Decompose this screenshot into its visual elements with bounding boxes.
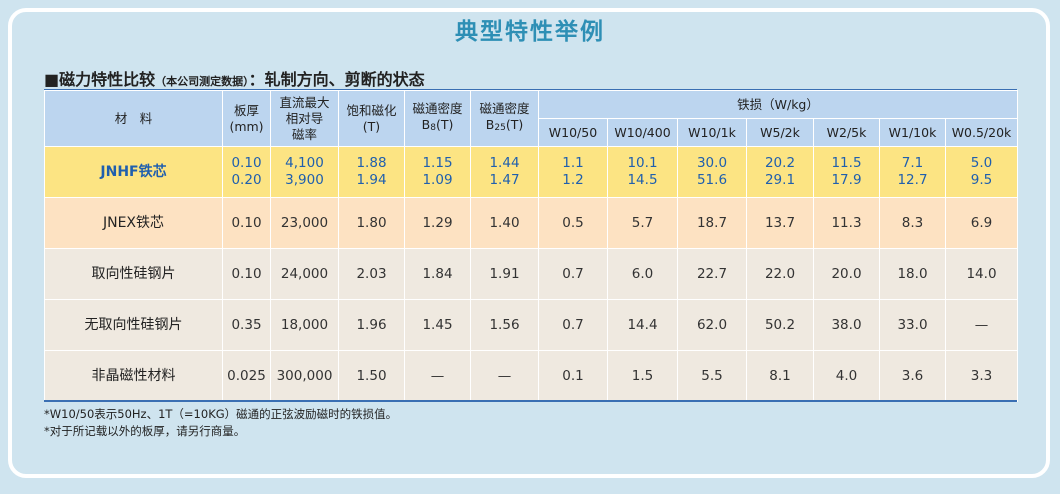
page-title: 典型特性举例 <box>455 19 605 45</box>
cell-permeability: 18,000 <box>270 299 339 351</box>
cell-loss: 22.0 <box>746 248 814 300</box>
row-name: 取向性硅钢片 <box>44 248 223 300</box>
row-name: JNEX铁芯 <box>44 197 223 249</box>
cell-loss: 13.7 <box>746 197 814 249</box>
row-name: 非晶磁性材料 <box>44 350 223 402</box>
cell-b8: — <box>404 350 471 402</box>
footnote: *W10/50表示50Hz、1T（=10KG）磁通的正弦波励磁时的铁损值。 <box>44 407 398 421</box>
header-saturation: 饱和磁化 (T) <box>338 90 405 147</box>
cell-b25: 1.56 <box>470 299 539 351</box>
cell-loss: 0.7 <box>538 248 608 300</box>
cell-permeability: 4,100 3,900 <box>270 146 339 198</box>
header-w5-2k: W5/2k <box>746 118 814 147</box>
footnote: *对于所记载以外的板厚，请另行商量。 <box>44 424 246 438</box>
row-name: JNHF铁芯 <box>44 146 223 198</box>
cell-loss: 8.1 <box>746 350 814 402</box>
cell-b25: — <box>470 350 539 402</box>
rounded-frame <box>8 8 1050 478</box>
header-b25: 磁通密度 B25(T) <box>470 90 539 147</box>
cell-saturation: 2.03 <box>338 248 405 300</box>
cell-b8: 1.29 <box>404 197 471 249</box>
cell-loss: 6.9 <box>945 197 1018 249</box>
cell-loss: 3.6 <box>879 350 946 402</box>
header-w2-5k: W2/5k <box>813 118 880 147</box>
header-w10-50: W10/50 <box>538 118 608 147</box>
cell-loss: 0.7 <box>538 299 608 351</box>
cell-loss: 30.0 51.6 <box>677 146 747 198</box>
cell-loss: 7.1 12.7 <box>879 146 946 198</box>
caption-suffix: ：轧制方向、剪断的状态 <box>248 70 425 89</box>
cell-loss: 62.0 <box>677 299 747 351</box>
cell-loss: 20.0 <box>813 248 880 300</box>
cell-loss: 0.5 <box>538 197 608 249</box>
cell-loss: 18.0 <box>879 248 946 300</box>
cell-saturation: 1.50 <box>338 350 405 402</box>
cell-loss: 6.0 <box>607 248 678 300</box>
footnotes: *W10/50表示50Hz、1T（=10KG）磁通的正弦波励磁时的铁损值。 *对… <box>44 406 397 440</box>
table-caption: ■磁力特性比较（本公司测定数据）：轧制方向、剪断的状态 <box>44 66 425 90</box>
cell-loss: 14.4 <box>607 299 678 351</box>
cell-b25: 1.44 1.47 <box>470 146 539 198</box>
cell-loss: 38.0 <box>813 299 880 351</box>
header-w10-400: W10/400 <box>607 118 678 147</box>
table-row-non-oriented: 无取向性硅钢片 0.35 18,000 1.96 1.45 1.56 0.7 1… <box>44 299 1018 351</box>
cell-loss: 4.0 <box>813 350 880 402</box>
header-w1-10k: W1/10k <box>879 118 946 147</box>
cell-loss: 20.2 29.1 <box>746 146 814 198</box>
frame-title-gap <box>372 14 712 34</box>
cell-thickness: 0.10 <box>222 197 271 249</box>
cell-loss: 14.0 <box>945 248 1018 300</box>
cell-b8: 1.15 1.09 <box>404 146 471 198</box>
cell-thickness: 0.10 0.20 <box>222 146 271 198</box>
header-b8: 磁通密度 B8(T) <box>404 90 471 147</box>
header-w05-20k: W0.5/20k <box>945 118 1018 147</box>
cell-b25: 1.40 <box>470 197 539 249</box>
header-w10-1k: W10/1k <box>677 118 747 147</box>
cell-b8: 1.45 <box>404 299 471 351</box>
cell-loss: 11.5 17.9 <box>813 146 880 198</box>
cell-loss: 1.1 1.2 <box>538 146 608 198</box>
cell-thickness: 0.35 <box>222 299 271 351</box>
cell-loss: 8.3 <box>879 197 946 249</box>
cell-loss: 5.7 <box>607 197 678 249</box>
cell-loss: 5.5 <box>677 350 747 402</box>
cell-b25: 1.91 <box>470 248 539 300</box>
cell-loss: 11.3 <box>813 197 880 249</box>
cell-saturation: 1.88 1.94 <box>338 146 405 198</box>
caption-bullet: ■ <box>44 70 60 89</box>
cell-thickness: 0.025 <box>222 350 271 402</box>
cell-thickness: 0.10 <box>222 248 271 300</box>
cell-loss: 50.2 <box>746 299 814 351</box>
row-name: 无取向性硅钢片 <box>44 299 223 351</box>
cell-permeability: 24,000 <box>270 248 339 300</box>
cell-loss: 18.7 <box>677 197 747 249</box>
cell-loss: 0.1 <box>538 350 608 402</box>
cell-saturation: 1.96 <box>338 299 405 351</box>
cell-permeability: 300,000 <box>270 350 339 402</box>
table-row-amorphous: 非晶磁性材料 0.025 300,000 1.50 — — 0.1 1.5 5.… <box>44 350 1018 402</box>
cell-saturation: 1.80 <box>338 197 405 249</box>
cell-loss: 3.3 <box>945 350 1018 402</box>
header-thickness: 板厚 (mm) <box>222 90 271 147</box>
header-permeability: 直流最大 相对导 磁率 <box>270 90 339 147</box>
cell-loss: 5.0 9.5 <box>945 146 1018 198</box>
cell-loss: 10.1 14.5 <box>607 146 678 198</box>
cell-loss: 1.5 <box>607 350 678 402</box>
header-iron-loss: 铁损（W/kg） <box>538 90 1018 119</box>
table-row-jnex: JNEX铁芯 0.10 23,000 1.80 1.29 1.40 0.5 5.… <box>44 197 1018 249</box>
header-material: 材 料 <box>44 90 223 147</box>
cell-b8: 1.84 <box>404 248 471 300</box>
caption-paren: （本公司测定数据） <box>155 75 249 88</box>
caption-main: 磁力特性比较 <box>59 70 156 89</box>
cell-loss: 33.0 <box>879 299 946 351</box>
cell-loss: — <box>945 299 1018 351</box>
table-row-grain-oriented: 取向性硅钢片 0.10 24,000 2.03 1.84 1.91 0.7 6.… <box>44 248 1018 300</box>
magnetic-properties-table: 材 料 板厚 (mm) 直流最大 相对导 磁率 饱和磁化 (T) 磁通密度 B8(T) 磁… <box>44 90 1018 402</box>
cell-permeability: 23,000 <box>270 197 339 249</box>
cell-loss: 22.7 <box>677 248 747 300</box>
table-bottom-rule <box>44 400 1017 402</box>
table-row-jnhf: JNHF铁芯 0.10 0.20 4,100 3,900 1.88 1.94 1.15… <box>44 146 1018 198</box>
